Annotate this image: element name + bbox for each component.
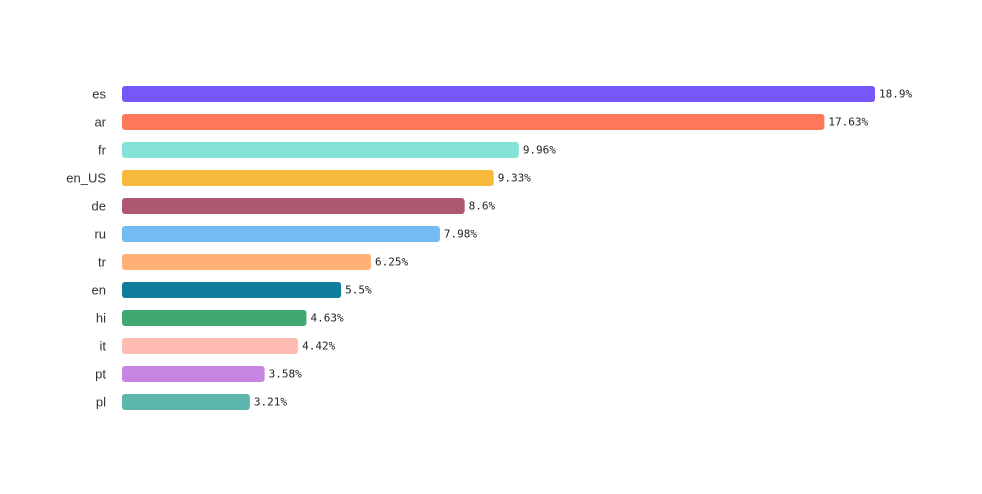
value-label: 17.63% [828, 116, 868, 129]
bar-it[interactable] [122, 338, 299, 354]
value-label: 8.6% [469, 200, 496, 213]
bar-en[interactable] [122, 282, 342, 298]
category-label: es [92, 87, 106, 102]
value-label: 6.25% [375, 256, 408, 269]
bar-es[interactable] [122, 86, 875, 102]
value-label: 9.96% [523, 144, 556, 157]
bar-fr[interactable] [122, 142, 519, 158]
value-label: 18.9% [879, 88, 912, 101]
bar-pl[interactable] [122, 394, 250, 410]
value-label: 3.58% [269, 368, 302, 381]
bar-ar[interactable] [122, 114, 825, 130]
bar-tr[interactable] [122, 254, 372, 270]
bar-de[interactable] [122, 198, 465, 214]
category-label: en [92, 283, 106, 298]
category-label: ru [94, 227, 106, 242]
value-label: 4.63% [310, 312, 343, 325]
category-label: hi [96, 311, 106, 326]
bar-hi[interactable] [122, 310, 307, 326]
bar-pt[interactable] [122, 366, 265, 382]
value-label: 7.98% [444, 228, 477, 241]
value-label: 9.33% [498, 172, 531, 185]
bars [122, 86, 875, 410]
value-label: 3.21% [254, 396, 287, 409]
category-label: tr [98, 255, 107, 270]
value-labels: 18.9% 17.63% 9.96% 9.33% 8.6% 7.98% 6.25% 5.5% 4… [254, 88, 913, 409]
category-label: ar [94, 115, 106, 130]
bar-ru[interactable] [122, 226, 440, 242]
value-label: 5.5% [345, 284, 372, 297]
category-label: pl [96, 395, 106, 410]
value-label: 4.42% [302, 340, 335, 353]
category-label: en_US [66, 171, 106, 186]
category-label: pt [95, 367, 106, 382]
category-label: de [92, 199, 106, 214]
category-label: fr [98, 143, 107, 158]
category-label: it [100, 339, 107, 354]
bar-en-us[interactable] [122, 170, 494, 186]
